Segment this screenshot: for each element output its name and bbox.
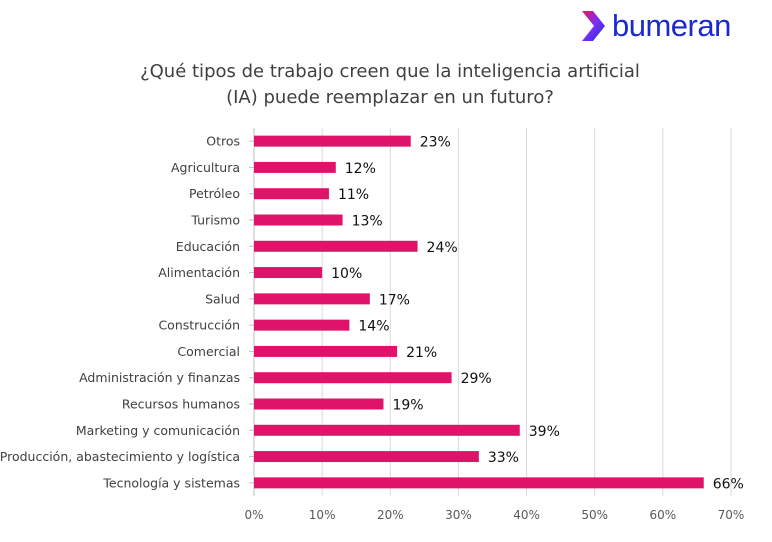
category-label: Otros [206, 134, 240, 149]
x-tick-label: 30% [445, 508, 472, 522]
data-label: 19% [392, 398, 423, 414]
bar [254, 345, 398, 357]
data-label: 66% [713, 476, 744, 492]
data-label: 39% [529, 424, 560, 440]
chart-title-line-1: ¿Qué tipos de trabajo creen que la intel… [140, 61, 640, 82]
category-label: Recursos humanos [122, 397, 240, 412]
x-tick-label: 70% [718, 508, 745, 522]
chart-title: ¿Qué tipos de trabajo creen que la intel… [80, 59, 700, 111]
bumeran-arrow-icon [582, 11, 605, 41]
bar [254, 135, 411, 147]
category-label: Marketing y comunicación [76, 423, 240, 438]
brand-name: bumeran [612, 8, 731, 43]
bar [254, 267, 323, 279]
chart-title-line-2: (IA) puede reemplazar en un futuro? [226, 87, 554, 108]
category-label: Salud [205, 291, 240, 306]
bar [254, 240, 418, 252]
data-label: 13% [352, 214, 383, 230]
data-label: 29% [461, 371, 492, 387]
x-tick-label: 50% [581, 508, 608, 522]
category-label: Administración y finanzas [79, 370, 240, 385]
bar [254, 477, 704, 489]
x-tick-label: 0% [244, 508, 263, 522]
data-label: 24% [427, 240, 458, 256]
category-label: Agricultura [171, 160, 240, 175]
category-label: Tecnología y sistemas [102, 475, 240, 490]
category-label: Alimentación [158, 265, 240, 280]
data-label: 23% [420, 135, 451, 151]
data-label: 14% [358, 319, 389, 335]
data-label: 10% [331, 266, 362, 282]
category-label: Turismo [190, 213, 240, 228]
category-label: Comercial [177, 344, 240, 359]
x-tick-label: 20% [377, 508, 404, 522]
x-tick-label: 60% [650, 508, 677, 522]
data-label: 11% [338, 187, 369, 203]
bar [254, 319, 350, 331]
bar [254, 398, 384, 410]
data-label: 12% [345, 161, 376, 177]
data-label: 33% [488, 450, 519, 466]
category-label: Producción, abastecimiento y logística [0, 449, 240, 464]
bumeran-logo: bumeran [578, 6, 758, 46]
bar [254, 188, 329, 200]
bar [254, 214, 343, 226]
category-label: Petróleo [189, 186, 240, 201]
bar [254, 372, 452, 384]
x-tick-label: 10% [309, 508, 336, 522]
x-tick-label: 40% [513, 508, 540, 522]
data-label: 21% [406, 345, 437, 361]
data-label: 17% [379, 292, 410, 308]
category-label: Construcción [158, 318, 240, 333]
bar [254, 161, 336, 173]
bar [254, 293, 370, 305]
bar [254, 451, 479, 463]
bar [254, 424, 520, 436]
category-label: Educación [176, 239, 240, 254]
